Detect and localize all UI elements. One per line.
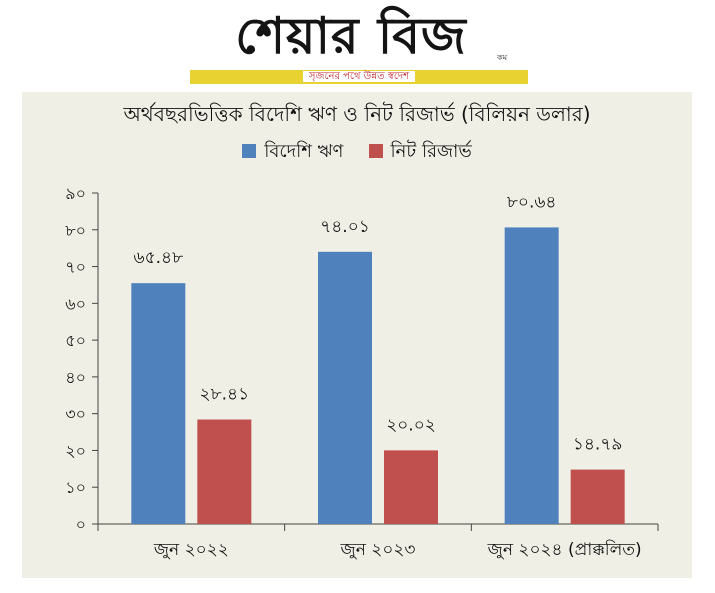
logo: শেয়ার বিজ [235,6,467,65]
y-tick-label: ১০ [65,478,86,497]
masthead: শেয়ার বিজ কম সৃজনের পথে উন্নত স্বদেশ [0,0,715,92]
y-tick-label: ০ [76,515,86,534]
legend-swatch-foreign-debt [242,144,257,158]
y-tick-label: ৬০ [65,294,86,313]
data-label: ৭৪.০১ [320,217,370,237]
bar-foreign-debt [504,227,559,524]
y-tick-label: ৭০ [65,258,86,277]
y-tick-label: ৪০ [65,368,86,387]
x-category-label: জুন ২০২৪ (প্রাক্কলিত) [487,539,642,560]
legend-item-net-reserve: নিট রিজার্ভ [368,137,472,168]
bar-net-reserve [197,419,252,524]
chart-legend: বিদেশি ঋণ নিট রিজার্ভ [22,137,692,168]
data-label: ৬৫.৪৮ [134,248,184,268]
y-tick-label: ২০ [65,441,86,460]
bar-foreign-debt [131,283,186,524]
data-label: ১৪.৭৯ [573,435,623,455]
tagline-text: সৃজনের পথে উন্নত স্বদেশ [302,71,416,82]
data-label: ২৮.৪১ [200,385,250,405]
chart-title: অর্থবছরভিত্তিক বিদেশি ঋণ ও নিট রিজার্ভ (… [123,102,591,126]
tagline: সৃজনের পথে উন্নত স্বদেশ [190,70,528,84]
bar-chart-plot: ০ ১০ ২০ ৩০ ৪০ ৫০ ৬০ ৭০ ৮০ ৯০ ৬৫.৪৮ ২৮.৪১ জুন ২০২২ ৭৪.… [65,184,659,560]
tagline-bar: সৃজনের পথে উন্নত স্বদেশ [190,70,528,84]
legend-swatch-net-reserve [368,144,383,158]
bar-net-reserve [570,469,625,524]
legend-label-foreign-debt: বিদেশি ঋণ [264,141,344,162]
logo-suffix: কম [497,53,508,62]
data-label: ২০.০২ [386,415,436,435]
bar-net-reserve [384,450,438,524]
legend-item-foreign-debt: বিদেশি ঋণ [242,137,343,168]
x-category-label: জুন ২০২২ [153,540,229,560]
y-tick-label: ৯০ [65,184,86,203]
y-tick-label: ৫০ [65,331,86,350]
x-category-label: জুন ২০২৩ [340,540,416,560]
chart-panel: অর্থবছরভিত্তিক বিদেশি ঋণ ও নিট রিজার্ভ (… [22,92,692,578]
legend-label-net-reserve: নিট রিজার্ভ [390,141,472,162]
data-label: ৮০.৬৪ [507,192,557,212]
y-tick-label: ৩০ [65,405,86,424]
y-tick-label: ৮০ [65,221,86,240]
bar-foreign-debt [318,251,372,524]
